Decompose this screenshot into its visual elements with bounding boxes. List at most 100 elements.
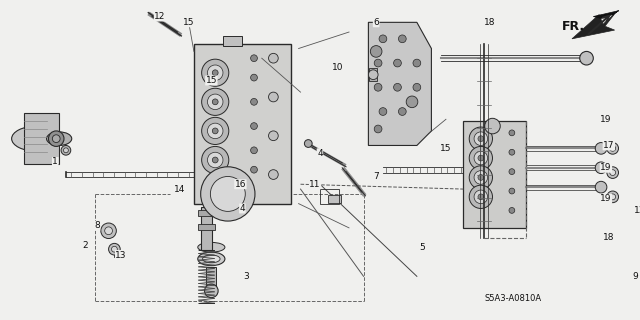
Circle shape bbox=[371, 46, 382, 57]
Circle shape bbox=[105, 227, 113, 235]
Bar bbox=[207, 267, 216, 288]
Circle shape bbox=[580, 52, 593, 65]
Bar bbox=[369, 68, 377, 82]
Circle shape bbox=[478, 136, 484, 141]
Circle shape bbox=[305, 140, 312, 148]
Circle shape bbox=[509, 169, 515, 174]
Circle shape bbox=[251, 123, 257, 130]
Circle shape bbox=[406, 96, 418, 108]
Text: 10: 10 bbox=[332, 63, 343, 72]
Circle shape bbox=[207, 152, 223, 168]
Circle shape bbox=[509, 207, 515, 213]
Circle shape bbox=[509, 188, 515, 194]
Bar bbox=[198, 211, 215, 216]
Bar bbox=[24, 114, 59, 164]
Circle shape bbox=[109, 244, 120, 255]
Circle shape bbox=[202, 147, 228, 173]
Bar bbox=[328, 195, 341, 203]
Text: 5: 5 bbox=[419, 243, 424, 252]
Circle shape bbox=[251, 55, 257, 62]
Circle shape bbox=[399, 35, 406, 43]
Circle shape bbox=[509, 130, 515, 136]
Circle shape bbox=[379, 35, 387, 43]
Text: 4: 4 bbox=[239, 204, 245, 213]
Circle shape bbox=[484, 118, 500, 134]
Text: 3: 3 bbox=[243, 272, 249, 281]
Circle shape bbox=[207, 94, 223, 109]
Text: 11: 11 bbox=[309, 180, 321, 189]
Circle shape bbox=[610, 170, 616, 175]
Bar bbox=[194, 44, 291, 204]
Polygon shape bbox=[572, 13, 616, 39]
Circle shape bbox=[212, 128, 218, 134]
Bar bbox=[115, 245, 118, 257]
Ellipse shape bbox=[198, 252, 225, 266]
Circle shape bbox=[413, 84, 420, 91]
Circle shape bbox=[374, 59, 382, 67]
Circle shape bbox=[201, 167, 255, 221]
Circle shape bbox=[101, 223, 116, 238]
Circle shape bbox=[212, 157, 218, 163]
Circle shape bbox=[474, 151, 488, 165]
Circle shape bbox=[469, 147, 493, 170]
Circle shape bbox=[207, 123, 223, 139]
Text: 1: 1 bbox=[52, 157, 58, 166]
Circle shape bbox=[202, 88, 228, 116]
Circle shape bbox=[595, 181, 607, 193]
Text: 13: 13 bbox=[634, 206, 640, 215]
Circle shape bbox=[394, 59, 401, 67]
Circle shape bbox=[211, 177, 245, 212]
Circle shape bbox=[269, 131, 278, 140]
Circle shape bbox=[610, 146, 616, 151]
Text: 17: 17 bbox=[603, 141, 614, 150]
Circle shape bbox=[212, 70, 218, 76]
Text: 2: 2 bbox=[83, 241, 88, 250]
Circle shape bbox=[269, 92, 278, 102]
Circle shape bbox=[202, 117, 228, 145]
Circle shape bbox=[251, 99, 257, 105]
Ellipse shape bbox=[198, 243, 225, 252]
Ellipse shape bbox=[47, 132, 72, 146]
Circle shape bbox=[469, 166, 493, 189]
Circle shape bbox=[61, 146, 71, 155]
Circle shape bbox=[627, 212, 636, 221]
Circle shape bbox=[474, 190, 488, 204]
Circle shape bbox=[52, 135, 60, 142]
Ellipse shape bbox=[12, 126, 62, 151]
Text: 12: 12 bbox=[154, 12, 166, 21]
Circle shape bbox=[474, 132, 488, 146]
Circle shape bbox=[251, 74, 257, 81]
Circle shape bbox=[202, 59, 228, 86]
Circle shape bbox=[269, 53, 278, 63]
Circle shape bbox=[205, 284, 218, 298]
Circle shape bbox=[607, 191, 618, 203]
Circle shape bbox=[369, 70, 378, 80]
Text: 18: 18 bbox=[484, 18, 495, 27]
Circle shape bbox=[469, 127, 493, 150]
Polygon shape bbox=[369, 22, 431, 146]
Bar bbox=[320, 189, 339, 204]
Circle shape bbox=[478, 194, 484, 200]
Bar bbox=[198, 224, 215, 230]
Circle shape bbox=[63, 148, 68, 153]
Circle shape bbox=[207, 65, 223, 81]
Circle shape bbox=[474, 171, 488, 184]
Circle shape bbox=[379, 108, 387, 116]
Circle shape bbox=[509, 149, 515, 155]
Circle shape bbox=[469, 185, 493, 208]
Circle shape bbox=[399, 108, 406, 116]
Bar bbox=[201, 206, 212, 250]
Circle shape bbox=[610, 194, 616, 200]
Ellipse shape bbox=[203, 255, 220, 263]
Text: FR.: FR. bbox=[563, 20, 586, 33]
Bar bbox=[223, 36, 243, 46]
Text: 15: 15 bbox=[440, 144, 452, 153]
Circle shape bbox=[269, 170, 278, 180]
Text: 16: 16 bbox=[235, 180, 246, 189]
Circle shape bbox=[595, 162, 607, 173]
Circle shape bbox=[595, 142, 607, 154]
Bar bbox=[463, 121, 527, 228]
Text: 15: 15 bbox=[205, 76, 217, 85]
Circle shape bbox=[478, 174, 484, 180]
Circle shape bbox=[251, 147, 257, 154]
